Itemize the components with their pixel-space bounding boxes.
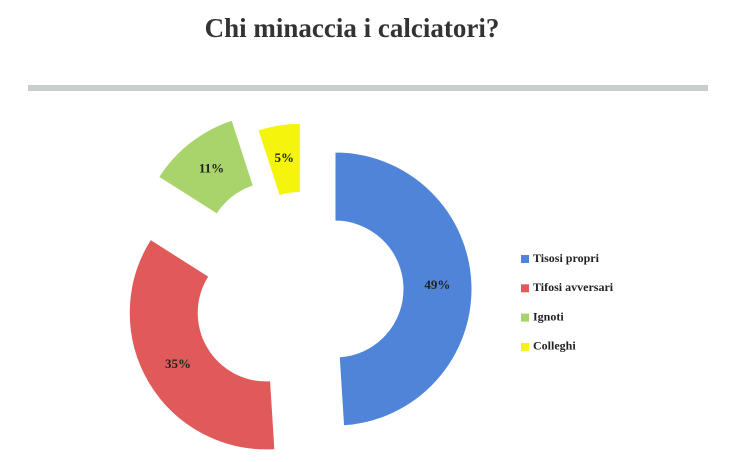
data-label: 49% [424,277,450,292]
donut-segment [257,122,301,197]
legend-swatch [521,255,529,263]
donut-segment [128,238,276,451]
donut-segment [334,151,473,427]
donut-segment [157,119,254,215]
title-rule [28,85,708,91]
legend-label: Colleghi [533,339,576,353]
legend-label: Tifosi avversari [533,280,614,294]
legend-label: Tisosi propri [533,251,600,265]
legend-swatch [521,284,529,293]
chart-title: Chi minaccia i calciatori? [205,13,500,43]
legend-label: Ignoti [533,309,564,323]
legend-swatch [521,342,529,351]
data-label: 35% [165,356,191,371]
legend-swatch [521,313,529,322]
data-label: 5% [275,150,295,165]
data-label: 11% [199,160,224,175]
